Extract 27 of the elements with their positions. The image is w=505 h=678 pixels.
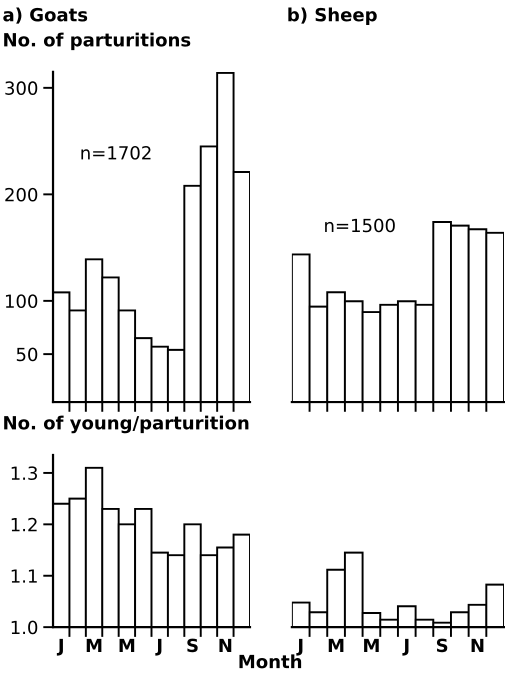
x-tick-label: M <box>120 638 134 652</box>
y-tick-label: 1.0 <box>12 620 38 634</box>
annotation: n=1702 <box>81 146 150 160</box>
x-tick-label: J <box>402 638 408 656</box>
x-tick-label: M <box>364 638 379 652</box>
y-axis-title: No. of young/parturition <box>4 416 248 434</box>
x-tick-label: J <box>56 638 63 656</box>
y-tick-label: 300 <box>5 81 38 95</box>
x-tick-label: S <box>187 638 198 652</box>
y-tick-label: 100 <box>6 294 38 308</box>
x-tick-label: J <box>296 638 302 656</box>
x-tick-label: S <box>436 638 448 652</box>
chart-title: a) Goats <box>3 8 88 24</box>
x-tick-label: M <box>328 638 344 652</box>
y-axis-title: No. of parturitions <box>4 32 190 50</box>
y-tick-label: 1.1 <box>12 569 37 583</box>
x-tick-label: J <box>155 638 162 656</box>
y-tick-label: 200 <box>5 188 38 202</box>
y-tick-label: 1.3 <box>12 466 37 480</box>
x-axis-title: Month <box>239 654 302 668</box>
x-tick-label: N <box>472 638 484 652</box>
y-tick-label: 50 <box>16 348 38 362</box>
annotation: n=1500 <box>325 218 395 232</box>
x-tick-label: M <box>86 638 102 652</box>
y-tick-label: 1.2 <box>12 518 37 532</box>
chart-title: b) Sheep <box>288 8 377 26</box>
x-tick-label: N <box>219 638 232 652</box>
